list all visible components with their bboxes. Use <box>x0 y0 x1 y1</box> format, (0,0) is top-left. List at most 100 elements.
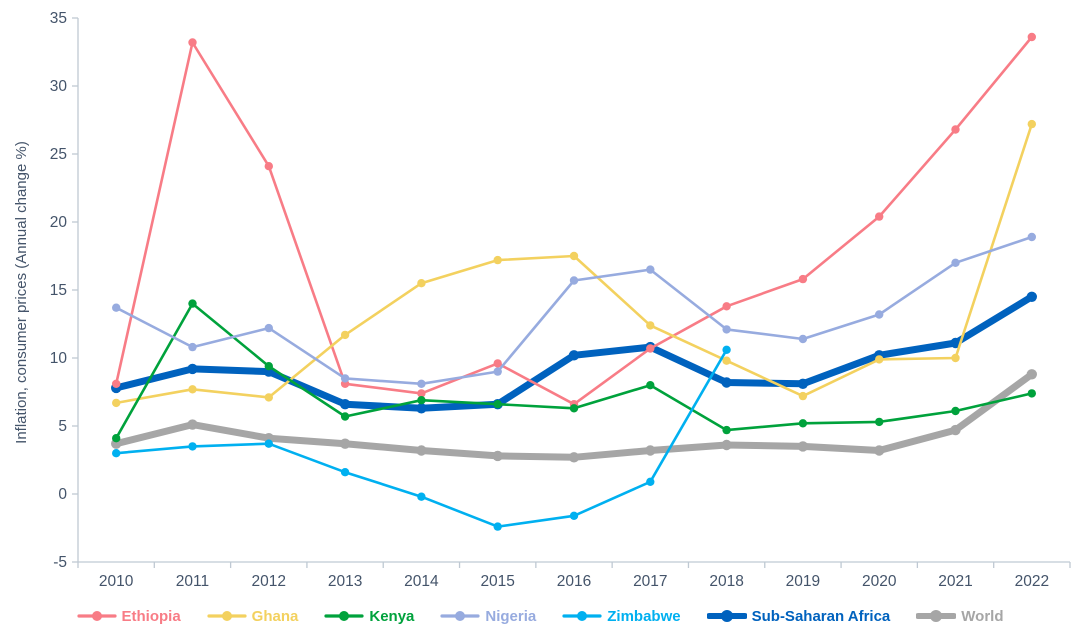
data-point-marker <box>492 450 503 462</box>
legend-label-nigeria: Nigeria <box>485 607 537 625</box>
legend-label-sub-saharan-africa: Sub-Saharan Africa <box>751 607 891 625</box>
data-point-marker <box>112 303 121 312</box>
data-point-marker <box>874 445 885 456</box>
legend-item-nigeria: Nigeria <box>440 608 536 625</box>
data-point-marker <box>264 323 273 333</box>
legend-marker-kenya <box>324 611 364 621</box>
data-point-marker <box>646 477 655 486</box>
legend-label-ghana: Ghana <box>251 607 299 625</box>
data-point-marker <box>340 468 350 477</box>
data-point-marker <box>951 125 960 134</box>
data-point-marker <box>875 355 884 364</box>
data-point-marker <box>950 337 961 349</box>
legend-marker-zimbabwe <box>562 611 602 621</box>
legend-marker-ethiopia <box>76 611 117 621</box>
data-point-marker <box>340 374 350 383</box>
data-point-marker <box>264 162 273 171</box>
data-point-marker <box>188 385 197 394</box>
x-tick-label: 2010 <box>99 573 134 590</box>
series-world <box>111 369 1038 463</box>
x-tick-label: 2022 <box>1015 573 1049 590</box>
legend-label-ethiopia: Ethiopia <box>121 607 181 625</box>
data-point-marker <box>951 353 960 363</box>
data-point-marker <box>721 439 732 451</box>
data-point-marker <box>721 377 732 388</box>
data-point-marker <box>112 398 121 408</box>
legend-marker-nigeria <box>440 611 480 621</box>
data-point-marker <box>951 258 960 267</box>
data-point-marker <box>340 412 350 421</box>
data-point-marker <box>493 255 502 265</box>
data-point-marker <box>875 417 884 427</box>
x-tick-label: 2012 <box>252 573 286 590</box>
data-point-marker <box>722 325 731 334</box>
y-tick-label: 25 <box>50 146 67 163</box>
data-point-marker <box>646 344 655 353</box>
legend-item-ghana: Ghana <box>207 607 299 625</box>
data-point-marker <box>339 438 351 449</box>
series-kenya <box>112 299 1037 443</box>
data-point-marker <box>798 274 808 284</box>
data-point-marker <box>416 403 427 414</box>
data-point-marker <box>645 445 656 456</box>
data-point-marker <box>950 424 961 436</box>
chart-legend: Ethiopia Ghana Kenya Nigeria Zimbabwe Sub-Sah… <box>0 596 1080 636</box>
x-tick-label: 2014 <box>404 573 439 590</box>
data-point-marker <box>569 276 579 285</box>
data-point-marker <box>188 342 197 352</box>
data-point-marker <box>187 419 198 430</box>
x-tick-label: 2011 <box>176 573 209 590</box>
x-tick-label: 2021 <box>938 573 972 590</box>
legend-marker-sub-saharan-africa <box>706 610 747 622</box>
data-point-marker <box>1027 232 1037 242</box>
y-tick-label: 5 <box>58 418 67 435</box>
series-nigeria <box>112 232 1037 388</box>
data-point-marker <box>417 492 426 501</box>
data-point-marker <box>1026 291 1038 302</box>
data-point-marker <box>187 363 198 375</box>
data-point-marker <box>112 379 121 388</box>
series-line <box>114 122 1034 405</box>
y-tick-label: 30 <box>50 78 68 95</box>
legend-label-zimbabwe: Zimbabwe <box>607 607 681 625</box>
series-line <box>114 35 1034 406</box>
data-point-marker <box>188 442 197 451</box>
data-point-marker <box>568 452 580 463</box>
data-point-marker <box>722 345 731 354</box>
data-point-marker <box>1026 369 1038 380</box>
y-tick-label: 35 <box>50 10 67 27</box>
x-tick-label: 2015 <box>480 573 514 590</box>
data-point-marker <box>1027 119 1037 129</box>
series-ghana <box>112 119 1037 408</box>
data-point-marker <box>417 279 426 288</box>
legend-label-kenya: Kenya <box>369 607 415 625</box>
data-point-marker <box>264 439 273 448</box>
data-point-marker <box>569 251 579 261</box>
y-tick-label: 0 <box>58 486 67 503</box>
data-point-marker <box>112 434 121 443</box>
x-tick-label: 2019 <box>786 573 820 590</box>
data-point-marker <box>416 445 427 456</box>
legend-item-zimbabwe: Zimbabwe <box>562 607 681 625</box>
x-tick-label: 2017 <box>633 573 667 590</box>
data-point-marker <box>646 321 655 330</box>
data-point-marker <box>951 406 960 416</box>
data-point-marker <box>798 391 808 401</box>
data-point-marker <box>1027 32 1037 42</box>
data-point-marker <box>722 425 731 435</box>
data-point-marker <box>797 441 809 452</box>
data-point-marker <box>646 381 655 390</box>
data-point-marker <box>417 389 426 398</box>
legend-label-world: World <box>961 607 1004 625</box>
legend-marker-world <box>916 610 957 622</box>
inflation-line-chart: -5 0 5 10 15 20 25 30 35 2010 2011 2012 2013 2014 2015… <box>50 10 1071 590</box>
data-point-marker <box>340 330 350 340</box>
data-point-marker <box>798 419 808 428</box>
data-point-marker <box>797 378 809 389</box>
y-tick-label: 10 <box>50 350 68 367</box>
y-tick-label: 20 <box>50 214 68 231</box>
data-point-marker <box>417 379 426 388</box>
data-point-marker <box>493 400 502 409</box>
data-point-marker <box>188 38 197 47</box>
data-point-marker <box>188 299 197 308</box>
